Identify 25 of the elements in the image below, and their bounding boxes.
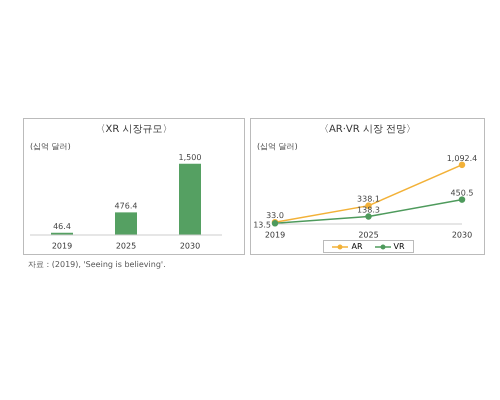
chart-title: 〈AR·VR 시장 전망〉: [318, 123, 418, 136]
chart-title: 〈XR 시장규모〉: [94, 123, 174, 136]
x-tick-label: 2019: [264, 230, 286, 240]
legend-label: VR: [392, 242, 405, 251]
point: [458, 162, 466, 168]
data-label: 1,092.4: [446, 154, 478, 163]
text: 자료 : (2019), 'Seeing is believing'.: [28, 259, 166, 270]
point: [365, 213, 372, 220]
data-label: 476.4: [114, 201, 138, 210]
data-label: 33.0: [266, 211, 284, 220]
x-tick-label: 2025: [116, 242, 136, 251]
x-tick-label: 2030: [452, 230, 472, 240]
data-label: 46.4: [53, 222, 71, 231]
data-label: 338.1: [357, 194, 380, 204]
x-tick-label: 2025: [358, 230, 379, 240]
y-axis-title: (십억 달러): [257, 141, 298, 152]
data-label: 13.5: [253, 220, 271, 230]
data-label: 138.3: [357, 206, 380, 215]
legend-label: AR: [350, 242, 362, 251]
data-label: 450.5: [450, 188, 474, 198]
x-tick-label: 2030: [180, 242, 200, 251]
data-label: 1,500: [178, 152, 202, 162]
y-axis-title: (십억 달러): [30, 141, 71, 152]
x-tick-label: 2019: [52, 242, 72, 251]
point: [458, 196, 466, 203]
